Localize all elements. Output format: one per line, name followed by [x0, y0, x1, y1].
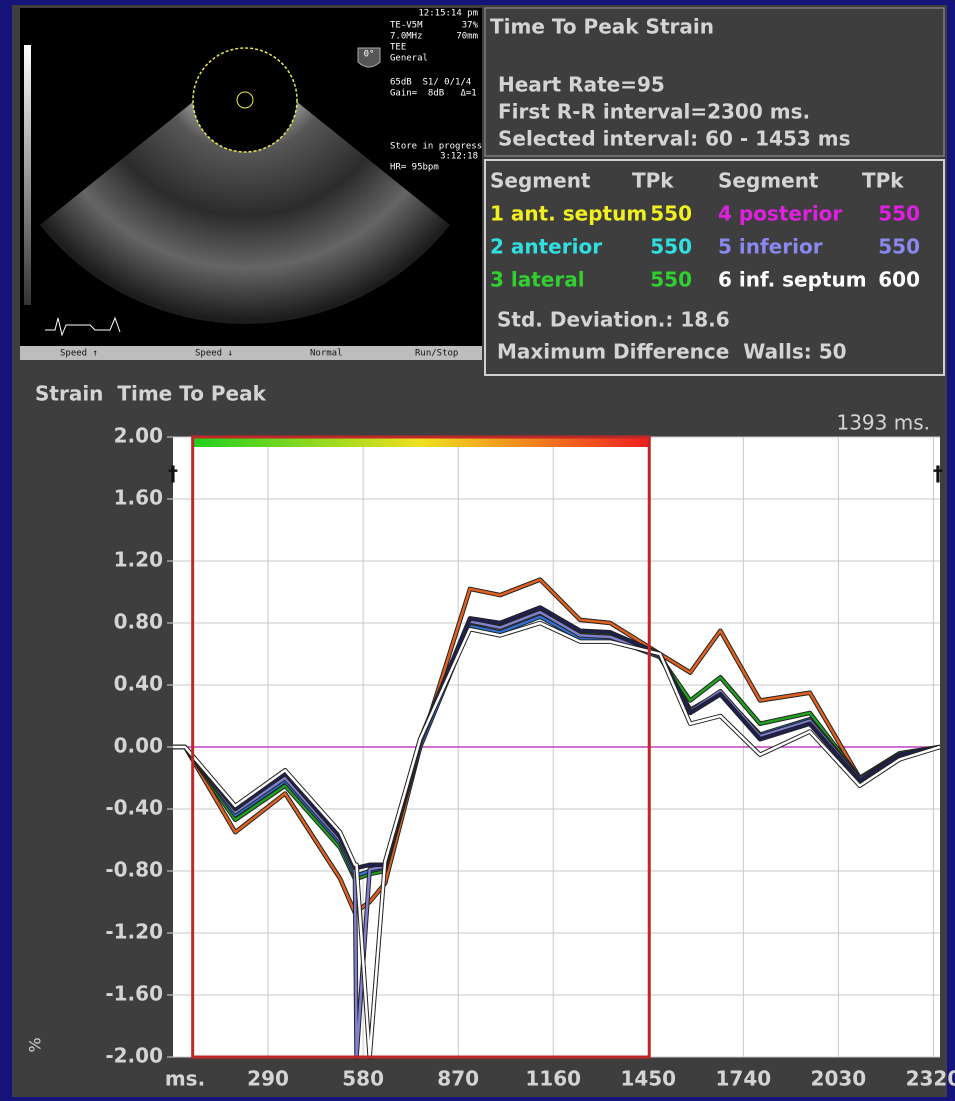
- segment-name: 2 anterior: [490, 235, 602, 259]
- y-tick-label: 2.00: [114, 424, 163, 448]
- echo-label: 12:15:14 pm: [418, 9, 478, 19]
- echo-label: HR= 95bpm: [390, 163, 439, 173]
- y-tick-label: -1.20: [105, 920, 163, 944]
- chart-title: Strain Time To Peak: [35, 382, 267, 406]
- series-line: [173, 578, 941, 915]
- segment-tpk: 550: [878, 202, 920, 226]
- segment-name: 3 lateral: [490, 268, 585, 292]
- table-header: Segment: [718, 169, 819, 193]
- toolbar-button[interactable]: Run/Stop: [415, 349, 458, 359]
- x-tick-label: 290: [247, 1067, 289, 1091]
- y-tick-label: -1.60: [105, 982, 163, 1006]
- summary-title: Time To Peak Strain: [490, 15, 714, 39]
- gray-scale: [24, 45, 31, 305]
- toolbar-button[interactable]: Normal: [310, 349, 343, 359]
- echo-label: 65dB S1/ 0/1/4: [390, 78, 471, 88]
- y-tick-label: -0.40: [105, 796, 163, 820]
- table-header: TPk: [862, 169, 904, 193]
- segment-name: 5 inferior: [718, 235, 823, 259]
- summary-panel: [484, 7, 945, 157]
- echo-label: Store in progress: [390, 142, 482, 152]
- x-tick-label: 2320: [906, 1067, 955, 1091]
- segment-name: 1 ant. septum: [490, 202, 647, 226]
- toolbar-button[interactable]: Speed ↑: [60, 349, 98, 359]
- y-tick-label: 1.60: [114, 486, 163, 510]
- summary-line: Heart Rate=95: [498, 73, 665, 97]
- echo-label: TE-V5M: [390, 21, 423, 31]
- series-line: [173, 606, 941, 870]
- echo-label: 3:12:18: [440, 152, 478, 162]
- segment-name: 6 inf. septum: [718, 268, 867, 292]
- y-tick-label: 0.00: [114, 734, 163, 758]
- x-tick-label: 1450: [620, 1067, 676, 1091]
- segment-tpk: 550: [650, 235, 692, 259]
- echo-toolbar: [20, 346, 482, 360]
- segments-panel: [484, 159, 945, 376]
- segment-tpk: 550: [878, 235, 920, 259]
- echo-label: TEE: [390, 43, 406, 53]
- echo-label: 37%: [462, 21, 479, 31]
- segment-tpk: 550: [650, 268, 692, 292]
- y-axis-label: %: [26, 1037, 45, 1052]
- roi-circle: [192, 47, 298, 153]
- echo-label: Gain= 8dB Δ=1: [390, 89, 477, 99]
- summary-line: First R-R interval=2300 ms.: [498, 100, 810, 124]
- interval-gradient: [192, 437, 650, 447]
- segment-tpk: 550: [650, 202, 692, 226]
- summary-line: Selected interval: 60 - 1453 ms: [498, 127, 851, 151]
- interval-box: [191, 435, 651, 1059]
- edge-mark: †: [933, 462, 943, 486]
- table-header: Segment: [490, 169, 591, 193]
- stat: Std. Deviation.: 18.6: [497, 308, 730, 332]
- series-line: [173, 610, 941, 1059]
- cursor-label: 1393 ms.: [836, 411, 930, 435]
- ecg-trace: [45, 316, 121, 337]
- echo-label: 0°: [364, 50, 375, 60]
- echo-sector: [40, 60, 450, 324]
- x-tick-label: 870: [437, 1067, 479, 1091]
- y-tick-label: -2.00: [105, 1044, 163, 1068]
- stat: Maximum Difference Walls: 50: [497, 340, 847, 364]
- probe-icon: [357, 47, 381, 68]
- edge-mark: †: [168, 462, 178, 486]
- x-tick-label: 580: [342, 1067, 384, 1091]
- table-header: TPk: [632, 169, 674, 193]
- y-tick-label: 0.40: [114, 672, 163, 696]
- echo-label: General: [390, 54, 428, 64]
- y-tick-label: 0.80: [114, 610, 163, 634]
- x-tick-label: 1740: [715, 1067, 771, 1091]
- x-tick-label: 1160: [525, 1067, 581, 1091]
- x-tick-label: 2030: [811, 1067, 867, 1091]
- toolbar-button[interactable]: Speed ↓: [195, 349, 233, 359]
- series-line: [173, 621, 941, 1059]
- echo-label: 7.0MHz: [390, 32, 423, 42]
- y-tick-label: -0.80: [105, 858, 163, 882]
- echo-label: 70mm: [456, 32, 478, 42]
- x-unit-label: ms.: [165, 1067, 205, 1091]
- y-tick-label: 1.20: [114, 548, 163, 572]
- segment-tpk: 600: [878, 268, 920, 292]
- roi-center: [236, 91, 254, 109]
- segment-name: 4 posterior: [718, 202, 842, 226]
